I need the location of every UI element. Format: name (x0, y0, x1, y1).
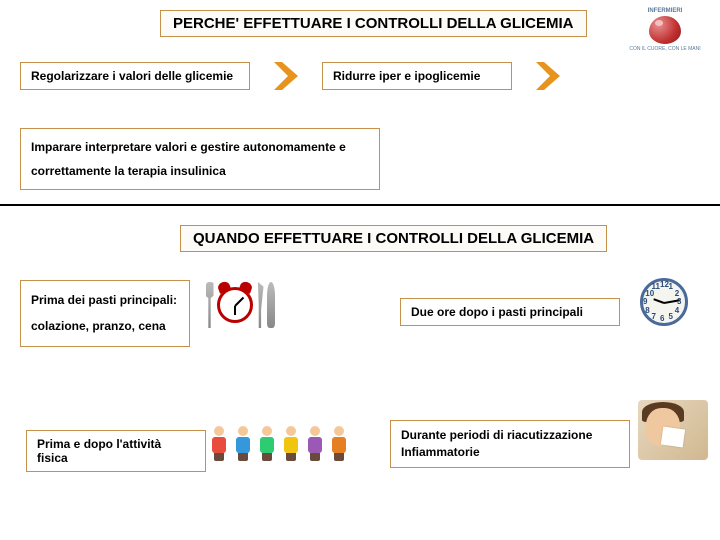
q3-text: Prima e dopo l'attività fisica (26, 430, 206, 472)
sick-person-icon (638, 400, 708, 460)
spoon-icon (267, 282, 275, 328)
reason-box-2: Ridurre iper e ipoglicemie (322, 62, 512, 90)
kid-figure-icon (330, 426, 348, 460)
chevron-right-icon (270, 60, 302, 92)
clock-number: 9 (643, 297, 647, 306)
fork-icon (206, 282, 214, 328)
timing-after-meals: Due ore dopo i pasti principali (400, 298, 620, 326)
alarm-clock-icon (217, 287, 253, 323)
q4-line2: Infiammatorie (401, 445, 480, 459)
q1-line1: Prima dei pasti principali: (31, 293, 177, 307)
q2-text: Due ore dopo i pasti principali (400, 298, 620, 326)
kid-figure-icon (210, 426, 228, 460)
section2-title: QUANDO EFFETTUARE I CONTROLLI DELLA GLIC… (180, 225, 607, 252)
children-playing-icon (210, 410, 350, 460)
clock-number: 4 (675, 306, 679, 315)
org-logo: INFERMIERI CON IL CUORE, CON LE MANI (620, 8, 710, 58)
clock-number: 5 (669, 312, 673, 321)
timing-illness: Durante periodi di riacutizzazione Infia… (390, 420, 640, 468)
clock-number: 1 (669, 282, 673, 291)
section1-title: PERCHE' EFFETTUARE I CONTROLLI DELLA GLI… (160, 10, 587, 37)
kid-figure-icon (234, 426, 252, 460)
knife-icon (256, 282, 264, 328)
kid-figure-icon (306, 426, 324, 460)
clock-number: 11 (652, 282, 660, 291)
wall-clock-icon: 121234567891011 (640, 278, 692, 330)
clock-number: 6 (660, 314, 664, 323)
timing-activity: Prima e dopo l'attività fisica (26, 430, 206, 472)
logo-text-top: INFERMIERI (620, 8, 710, 14)
reason-box-3: Imparare interpretare valori e gestire a… (20, 128, 380, 190)
timing-before-meals: Prima dei pasti principali: colazione, p… (20, 280, 190, 347)
q4-line1: Durante periodi di riacutizzazione (401, 428, 592, 442)
chevron-right-icon (532, 60, 564, 92)
reason-box-1: Regolarizzare i valori delle glicemie (20, 62, 250, 90)
logo-text-bottom: CON IL CUORE, CON LE MANI (620, 46, 710, 52)
kid-figure-icon (258, 426, 276, 460)
q1-line2: colazione, pranzo, cena (31, 319, 166, 333)
clock-number: 7 (652, 312, 656, 321)
heart-icon (649, 16, 681, 44)
kid-figure-icon (282, 426, 300, 460)
clock-number: 8 (645, 306, 649, 315)
section-divider (0, 204, 720, 206)
cutlery-clock-icon (200, 275, 280, 335)
